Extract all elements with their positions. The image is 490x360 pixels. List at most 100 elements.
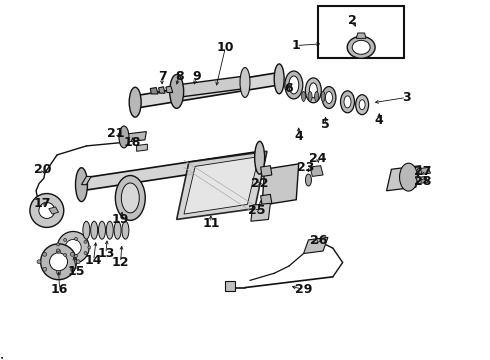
Ellipse shape [325, 91, 332, 103]
Ellipse shape [301, 91, 306, 102]
Ellipse shape [315, 91, 318, 102]
Text: 19: 19 [112, 213, 129, 226]
Ellipse shape [114, 221, 121, 239]
Ellipse shape [274, 64, 284, 94]
Text: 13: 13 [97, 247, 115, 260]
Ellipse shape [309, 83, 318, 98]
Polygon shape [417, 167, 431, 175]
Ellipse shape [56, 243, 60, 246]
Text: 20: 20 [34, 163, 51, 176]
Ellipse shape [308, 91, 312, 102]
Polygon shape [261, 194, 272, 205]
Ellipse shape [37, 260, 41, 264]
Polygon shape [177, 76, 245, 98]
Ellipse shape [119, 126, 129, 148]
Ellipse shape [255, 141, 265, 174]
Ellipse shape [285, 71, 303, 99]
Ellipse shape [0, 357, 2, 360]
Ellipse shape [322, 86, 336, 108]
Circle shape [65, 239, 81, 255]
Ellipse shape [240, 68, 250, 98]
Text: 18: 18 [124, 136, 142, 149]
Ellipse shape [56, 249, 61, 253]
Polygon shape [251, 203, 270, 221]
Circle shape [57, 231, 89, 264]
Ellipse shape [0, 357, 3, 360]
Ellipse shape [76, 260, 80, 264]
Text: 2: 2 [348, 14, 357, 27]
Text: 17: 17 [34, 197, 51, 210]
Ellipse shape [0, 357, 2, 360]
Polygon shape [184, 157, 259, 214]
Circle shape [49, 253, 68, 271]
Polygon shape [304, 237, 328, 253]
Ellipse shape [0, 357, 2, 360]
Polygon shape [166, 86, 173, 93]
Ellipse shape [0, 357, 3, 360]
Text: 3: 3 [402, 91, 411, 104]
Polygon shape [81, 176, 91, 185]
Ellipse shape [64, 253, 67, 256]
Ellipse shape [359, 100, 365, 110]
Text: 29: 29 [295, 283, 312, 296]
Ellipse shape [0, 357, 2, 360]
Text: 4: 4 [294, 130, 303, 144]
Text: 7: 7 [158, 69, 167, 82]
Ellipse shape [0, 357, 2, 360]
Text: 11: 11 [202, 216, 220, 230]
Text: 4: 4 [375, 114, 384, 127]
Text: 22: 22 [251, 177, 269, 190]
Ellipse shape [56, 249, 60, 252]
Text: 12: 12 [112, 256, 129, 269]
Polygon shape [310, 166, 323, 176]
Ellipse shape [106, 221, 113, 239]
Text: 6: 6 [285, 82, 293, 95]
Polygon shape [137, 144, 147, 151]
Ellipse shape [0, 357, 3, 360]
Polygon shape [159, 87, 165, 93]
Ellipse shape [71, 267, 74, 271]
Ellipse shape [75, 168, 87, 202]
Text: 10: 10 [217, 41, 234, 54]
Ellipse shape [0, 357, 3, 360]
Ellipse shape [56, 270, 61, 274]
Ellipse shape [399, 163, 417, 191]
Ellipse shape [356, 95, 368, 114]
Polygon shape [262, 164, 299, 205]
Ellipse shape [305, 78, 321, 103]
Ellipse shape [74, 237, 77, 240]
Text: 26: 26 [310, 234, 327, 247]
Ellipse shape [0, 357, 3, 360]
Ellipse shape [347, 36, 375, 58]
Ellipse shape [122, 221, 129, 239]
Ellipse shape [84, 252, 87, 255]
Polygon shape [150, 87, 158, 94]
Ellipse shape [71, 252, 74, 256]
Ellipse shape [341, 91, 354, 113]
Polygon shape [387, 166, 421, 191]
Ellipse shape [352, 40, 370, 54]
Text: 15: 15 [68, 265, 85, 278]
Ellipse shape [88, 246, 91, 249]
Text: 27: 27 [415, 165, 432, 177]
Polygon shape [177, 151, 267, 220]
Polygon shape [356, 33, 366, 39]
Polygon shape [416, 176, 428, 184]
Ellipse shape [305, 174, 312, 186]
Text: 14: 14 [85, 254, 102, 267]
Ellipse shape [43, 252, 47, 256]
Ellipse shape [129, 87, 141, 117]
Ellipse shape [289, 76, 299, 94]
Ellipse shape [43, 267, 47, 271]
Ellipse shape [170, 75, 184, 108]
Text: 25: 25 [248, 204, 266, 217]
Ellipse shape [84, 240, 87, 243]
Ellipse shape [0, 357, 3, 360]
Text: 23: 23 [297, 161, 315, 174]
Circle shape [39, 203, 55, 219]
Text: 5: 5 [321, 118, 330, 131]
Polygon shape [225, 281, 235, 291]
Bar [318, 6, 404, 58]
Ellipse shape [0, 357, 3, 360]
Ellipse shape [122, 183, 139, 213]
